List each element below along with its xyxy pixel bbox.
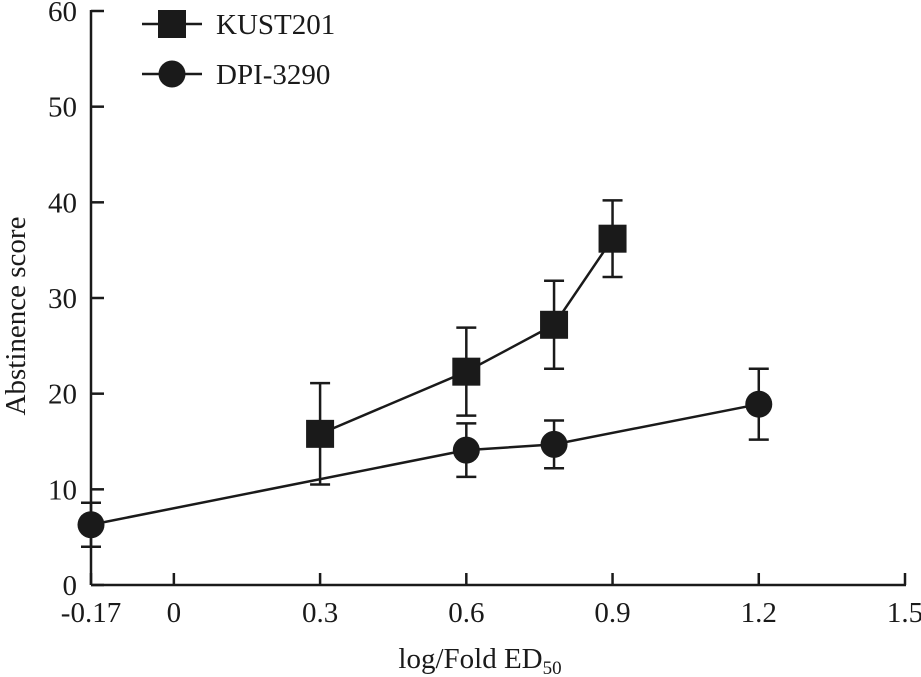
- y-tick-label: 0: [63, 570, 78, 602]
- y-tick-label: 20: [48, 379, 77, 411]
- x-tick-label: 1.5: [887, 597, 921, 629]
- data-point: [598, 224, 627, 253]
- legend-label: DPI-3290: [216, 59, 330, 91]
- x-axis-title: log/Fold ED50: [398, 643, 561, 677]
- x-tick-label: 0: [167, 597, 182, 629]
- y-tick-label: 60: [48, 0, 77, 28]
- legend-marker: [158, 60, 186, 88]
- data-point: [452, 357, 481, 386]
- data-point: [77, 511, 105, 539]
- series-line: [90, 402, 760, 526]
- series-layer: [77, 199, 773, 548]
- legend-item-kust201: KUST201: [142, 9, 335, 41]
- x-axis-title-main: log/Fold ED: [398, 643, 542, 675]
- y-tick-label: 40: [48, 187, 77, 219]
- x-tick-label: -0.17: [61, 597, 121, 629]
- x-tick-label: 0.3: [302, 597, 338, 629]
- legend-marker: [158, 10, 186, 38]
- series-dpi-3290: [77, 367, 773, 548]
- y-tick-label: 10: [48, 474, 77, 506]
- data-point: [306, 419, 335, 448]
- data-point: [540, 430, 568, 458]
- x-tick-label: 0.9: [594, 597, 630, 629]
- y-axis-title: Abstinence score: [0, 217, 32, 416]
- x-axis-title-subscript: 50: [543, 658, 562, 677]
- series-line: [319, 237, 614, 435]
- legend-label: KUST201: [216, 9, 335, 41]
- data-point: [452, 436, 480, 464]
- x-tick-label: 0.6: [448, 597, 484, 629]
- y-tick-label: 50: [48, 92, 77, 124]
- data-point: [745, 390, 773, 418]
- legend: KUST201 DPI-3290: [142, 9, 335, 91]
- x-tick-label: 1.2: [741, 597, 777, 629]
- legend-item-dpi-3290: DPI-3290: [142, 59, 330, 91]
- y-tick-label: 30: [48, 283, 77, 315]
- series-kust201: [306, 199, 627, 486]
- data-point: [540, 310, 569, 339]
